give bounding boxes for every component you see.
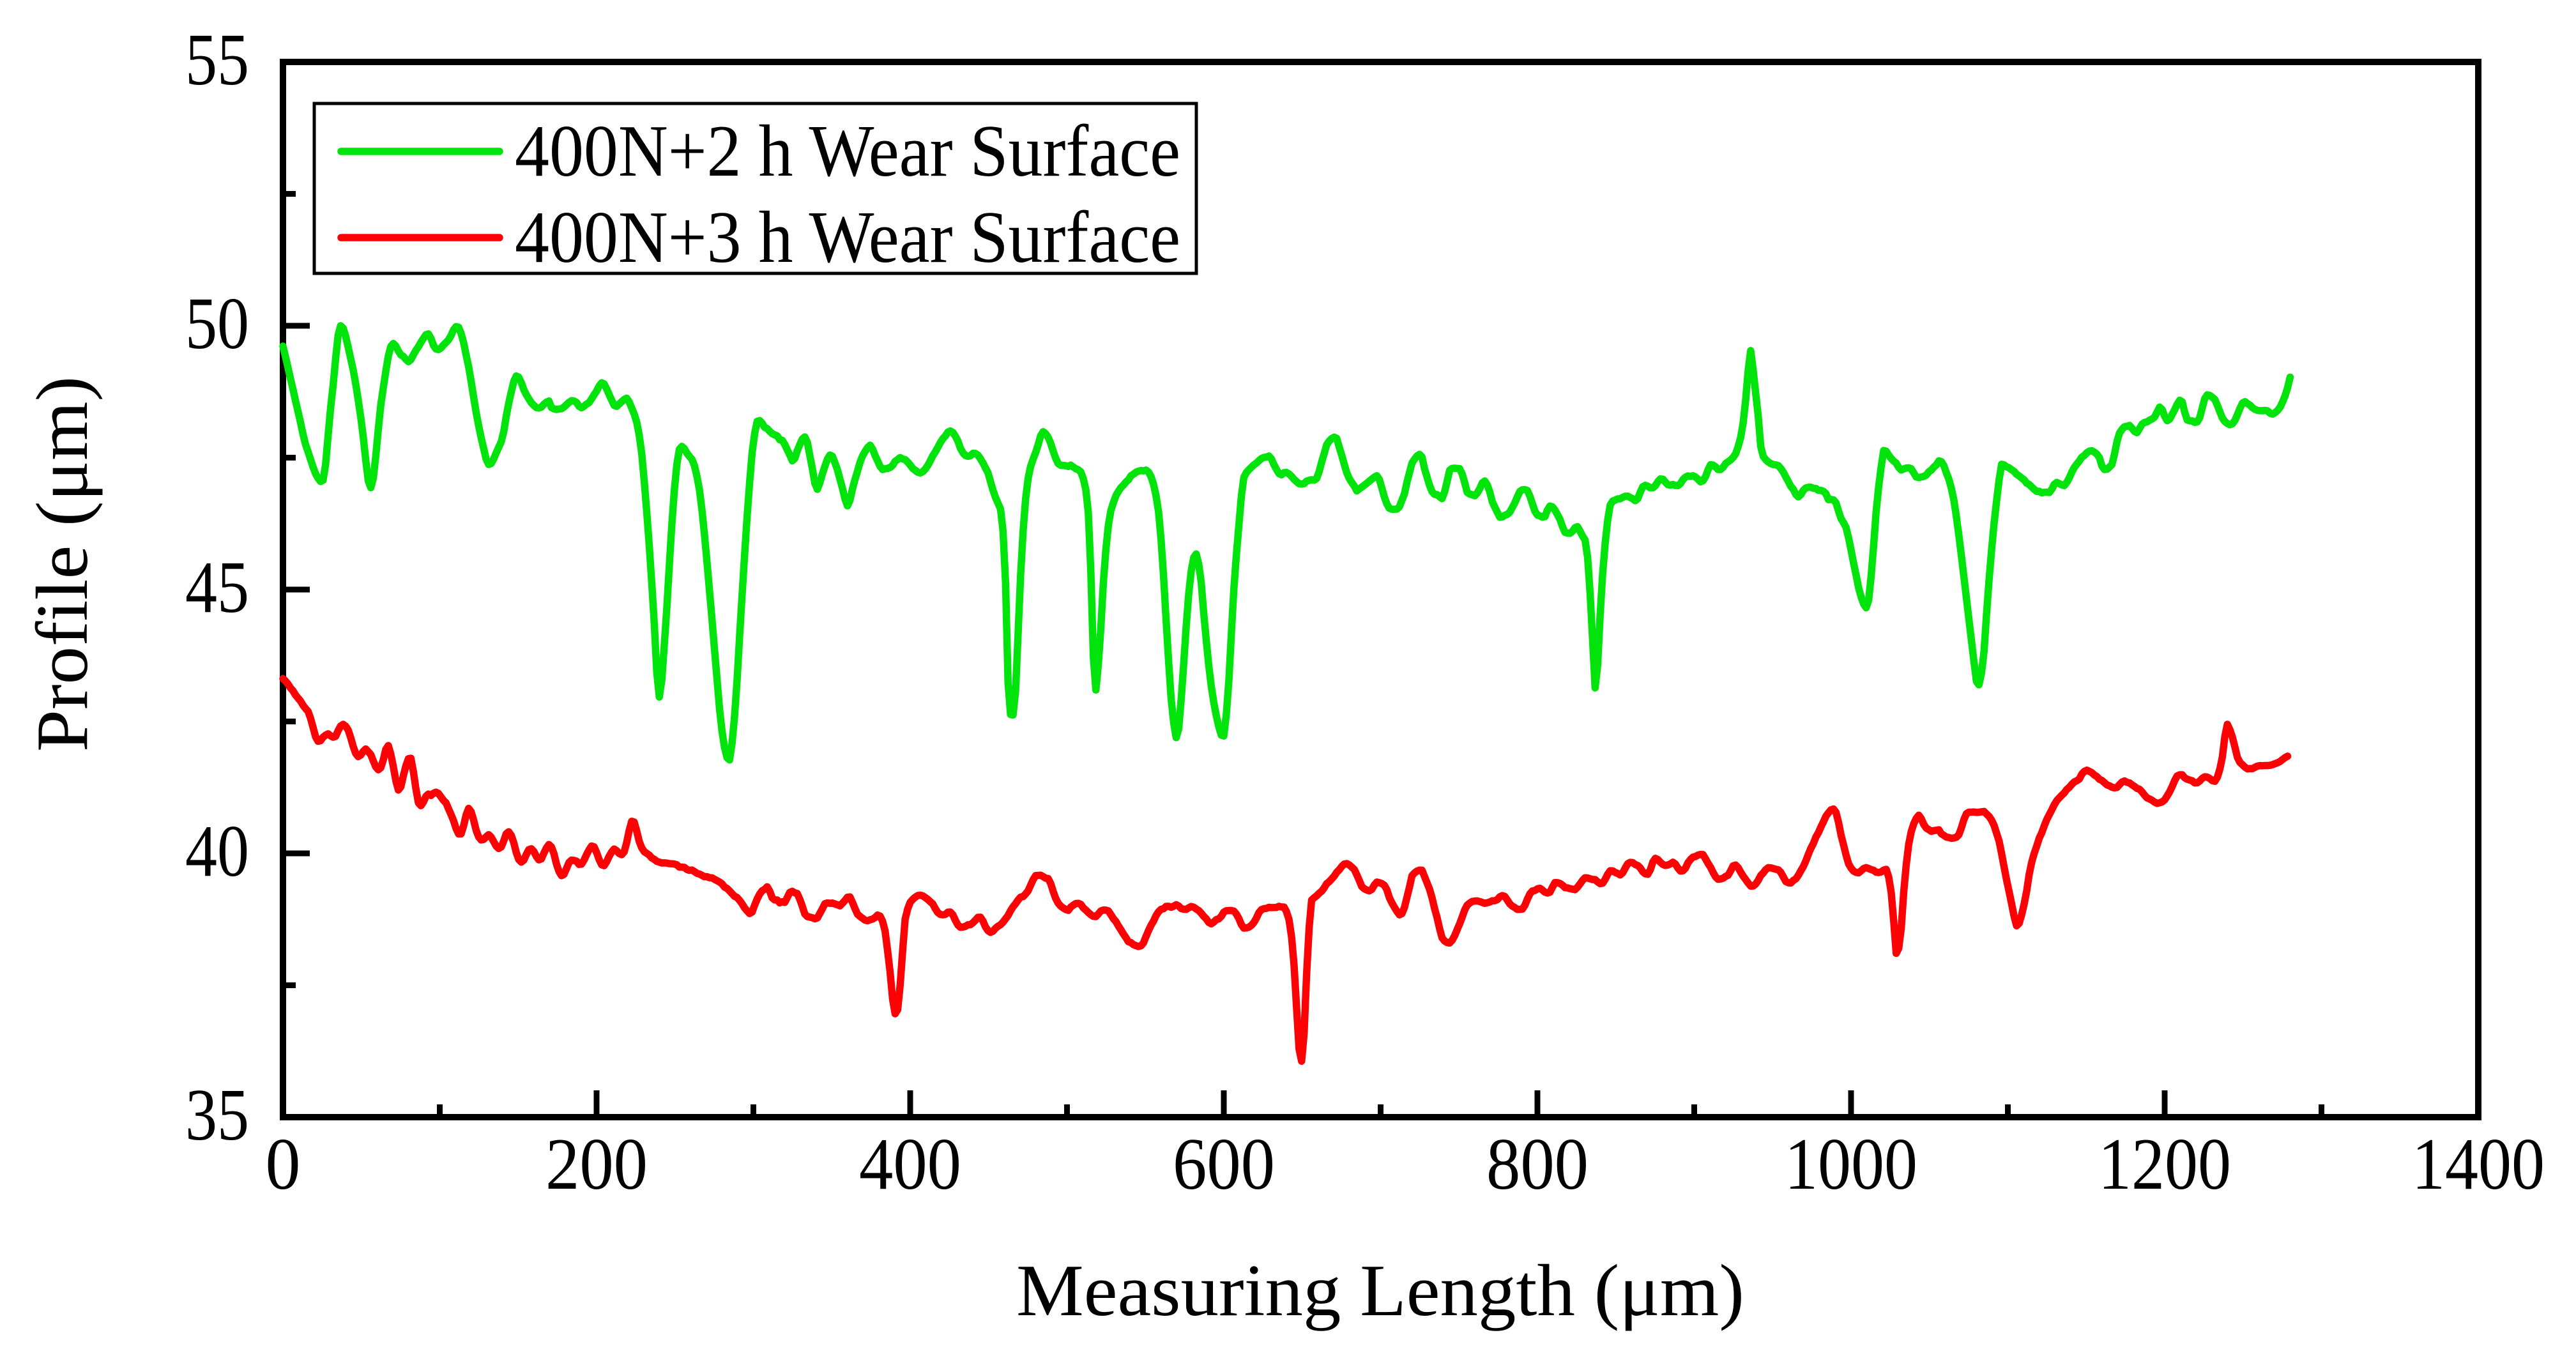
svg-text:400N+2 h Wear Surface: 400N+2 h Wear Surface: [515, 111, 1180, 192]
svg-text:45: 45: [185, 547, 249, 628]
svg-text:1400: 1400: [2412, 1124, 2545, 1205]
svg-text:40: 40: [185, 811, 249, 892]
svg-text:800: 800: [1486, 1124, 1589, 1205]
svg-text:Measuring Length (μm): Measuring Length (μm): [1016, 1250, 1744, 1331]
svg-text:1200: 1200: [2098, 1124, 2231, 1205]
svg-text:200: 200: [545, 1124, 648, 1205]
svg-text:400N+3 h Wear Surface: 400N+3 h Wear Surface: [515, 197, 1180, 278]
svg-text:1000: 1000: [1785, 1124, 1917, 1205]
svg-text:50: 50: [185, 283, 249, 364]
svg-text:400: 400: [859, 1124, 961, 1205]
svg-text:600: 600: [1173, 1124, 1275, 1205]
svg-text:35: 35: [185, 1074, 249, 1155]
svg-text:55: 55: [185, 19, 249, 100]
svg-text:0: 0: [266, 1124, 301, 1205]
svg-text:Profile (μm): Profile (μm): [22, 376, 103, 752]
